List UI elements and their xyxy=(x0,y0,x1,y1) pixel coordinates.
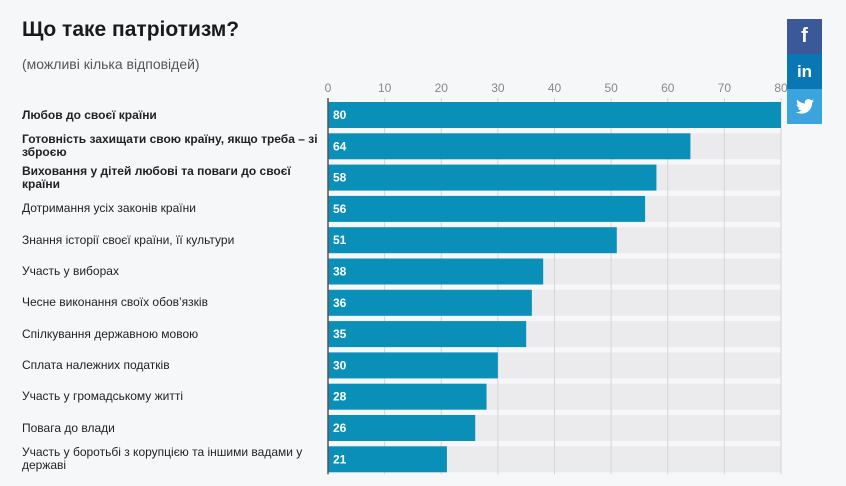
bar-value-label: 58 xyxy=(333,171,347,185)
category-label: Знання історії своєї країни, її культури xyxy=(22,232,235,247)
category-label: Дотримання усіх законів країни xyxy=(22,201,196,216)
linkedin-icon: in xyxy=(796,61,813,81)
bar xyxy=(328,227,617,254)
bar xyxy=(328,102,781,128)
bar xyxy=(328,446,447,473)
bar xyxy=(328,195,646,222)
bar-value-label: 35 xyxy=(333,327,347,341)
bar-value-label: 38 xyxy=(333,265,347,279)
bar xyxy=(328,164,657,191)
bar xyxy=(328,289,532,316)
bar xyxy=(328,133,691,160)
bar xyxy=(328,258,544,285)
category-label: Участь у боротьбі з корупцією та іншими … xyxy=(22,445,303,473)
category-label: Повага до влади xyxy=(22,420,115,435)
bar-value-label: 80 xyxy=(333,108,347,122)
bar xyxy=(328,415,476,441)
x-tick-label: 10 xyxy=(378,81,392,95)
bar-value-label: 36 xyxy=(333,296,347,310)
x-tick-label: 50 xyxy=(604,81,618,95)
bar-value-label: 21 xyxy=(333,452,347,466)
x-tick-label: 20 xyxy=(435,81,449,95)
bar-value-label: 28 xyxy=(333,390,347,404)
category-label: Участь у громадському житті xyxy=(22,389,184,404)
x-tick-label: 40 xyxy=(548,81,562,95)
x-tick-label: 70 xyxy=(718,81,732,95)
twitter-share-button[interactable] xyxy=(787,89,822,124)
x-tick-label: 0 xyxy=(325,81,332,95)
x-tick-label: 60 xyxy=(661,81,675,95)
facebook-share-button[interactable]: f xyxy=(787,19,822,54)
bar xyxy=(328,383,487,410)
page-title: Що таке патріотизм? xyxy=(22,18,240,41)
bar-value-label: 64 xyxy=(333,139,347,153)
bar-value-label: 56 xyxy=(333,202,347,216)
bar-value-label: 30 xyxy=(333,358,347,372)
category-label: Чесне виконання своїх обов’язків xyxy=(22,295,208,310)
chart-subtitle: (можливі кілька відповідей) xyxy=(22,56,200,72)
facebook-icon: f xyxy=(801,25,808,47)
bar-value-label: 26 xyxy=(333,421,347,435)
category-label: Готовність захищати свою країну, якщо тр… xyxy=(22,132,318,160)
x-tick-label: 80 xyxy=(774,81,788,95)
category-label: Сплата належних податків xyxy=(22,357,170,372)
x-tick-label: 30 xyxy=(491,81,505,95)
bar xyxy=(328,352,498,379)
bar xyxy=(328,321,527,348)
category-label: Любов до своєї країни xyxy=(22,107,157,122)
category-label: Спілкування державною мовою xyxy=(22,326,199,341)
category-label: Участь у виборах xyxy=(22,264,119,278)
bar-value-label: 51 xyxy=(333,233,347,247)
linkedin-share-button[interactable]: in xyxy=(787,54,822,89)
category-label: Виховання у дітей любові та поваги до св… xyxy=(22,163,291,191)
twitter-icon xyxy=(795,99,814,114)
